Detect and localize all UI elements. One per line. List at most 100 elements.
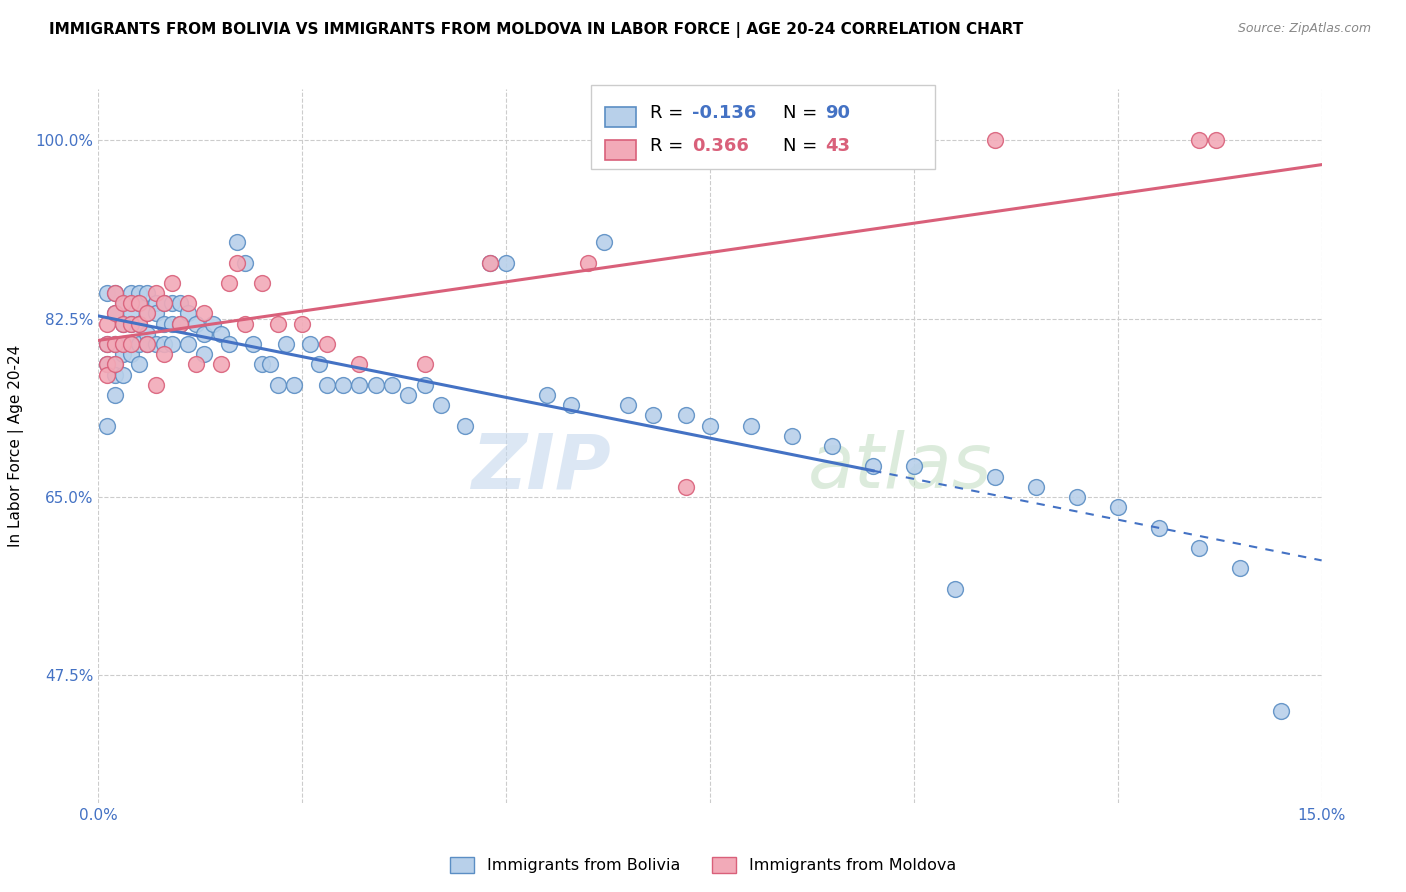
Point [641, 409, 664, 423]
Point [308, 358, 330, 372]
Point [152, 296, 174, 310]
Point [267, 377, 290, 392]
Text: 43: 43 [825, 137, 851, 155]
Point [120, 306, 142, 320]
Point [315, 337, 337, 351]
Point [120, 337, 142, 351]
Point [193, 347, 215, 361]
Point [96, 286, 118, 301]
Point [96, 358, 118, 372]
Point [104, 306, 127, 320]
Point [226, 255, 249, 269]
Point [160, 317, 183, 331]
Point [96, 358, 118, 372]
Point [218, 337, 240, 351]
Point [274, 337, 297, 351]
Point [128, 296, 150, 310]
Point [193, 326, 215, 341]
Point [169, 317, 191, 331]
Point [120, 296, 142, 310]
Point [186, 317, 208, 331]
Point [177, 306, 200, 320]
Point [96, 337, 118, 351]
Point [145, 286, 167, 301]
Point [104, 286, 127, 301]
Point [145, 296, 167, 310]
Point [332, 377, 354, 392]
Point [478, 255, 501, 269]
Point [862, 459, 884, 474]
Point [96, 337, 118, 351]
Point [381, 377, 404, 392]
Point [593, 235, 616, 249]
Point [267, 317, 290, 331]
Point [740, 418, 762, 433]
Point [104, 358, 127, 372]
Point [111, 337, 134, 351]
Point [111, 337, 134, 351]
Text: IMMIGRANTS FROM BOLIVIA VS IMMIGRANTS FROM MOLDOVA IN LABOR FORCE | AGE 20-24 CO: IMMIGRANTS FROM BOLIVIA VS IMMIGRANTS FR… [49, 22, 1024, 38]
Point [1205, 133, 1227, 147]
Point [104, 286, 127, 301]
Point [104, 337, 127, 351]
Point [349, 377, 371, 392]
Point [226, 235, 249, 249]
Text: -0.136: -0.136 [692, 104, 756, 122]
Point [218, 276, 240, 290]
Point [283, 377, 305, 392]
Point [111, 317, 134, 331]
Point [111, 368, 134, 382]
Point [96, 317, 118, 331]
Point [177, 296, 200, 310]
Point [299, 337, 322, 351]
Point [128, 317, 150, 331]
Text: ZIP: ZIP [472, 431, 612, 504]
Point [209, 358, 232, 372]
Point [128, 337, 150, 351]
Point [128, 296, 150, 310]
Text: 90: 90 [825, 104, 851, 122]
Point [128, 317, 150, 331]
Text: atlas: atlas [808, 431, 993, 504]
Point [96, 368, 118, 382]
Point [169, 317, 191, 331]
Point [233, 317, 256, 331]
Point [136, 306, 159, 320]
Point [111, 347, 134, 361]
Text: 0.366: 0.366 [692, 137, 748, 155]
Point [152, 296, 174, 310]
Point [984, 133, 1007, 147]
Point [780, 429, 803, 443]
Point [209, 326, 232, 341]
Point [1147, 520, 1170, 534]
Y-axis label: In Labor Force | Age 20-24: In Labor Force | Age 20-24 [8, 345, 24, 547]
Text: R =: R = [650, 137, 689, 155]
Point [364, 377, 387, 392]
Point [111, 296, 134, 310]
Point [120, 347, 142, 361]
Text: R =: R = [650, 104, 689, 122]
Point [617, 398, 640, 412]
Point [120, 337, 142, 351]
Point [152, 347, 174, 361]
Point [1107, 500, 1129, 515]
Point [560, 398, 582, 412]
Point [1270, 704, 1292, 718]
Point [250, 358, 273, 372]
Point [315, 377, 337, 392]
Point [250, 276, 273, 290]
Point [136, 306, 159, 320]
Point [413, 358, 436, 372]
Point [120, 317, 142, 331]
Point [984, 469, 1007, 483]
Point [160, 276, 183, 290]
Text: N =: N = [783, 104, 823, 122]
Point [104, 337, 127, 351]
Point [128, 358, 150, 372]
Point [242, 337, 264, 351]
Point [136, 326, 159, 341]
Point [169, 296, 191, 310]
Point [1188, 133, 1211, 147]
Point [675, 409, 697, 423]
Point [396, 388, 419, 402]
